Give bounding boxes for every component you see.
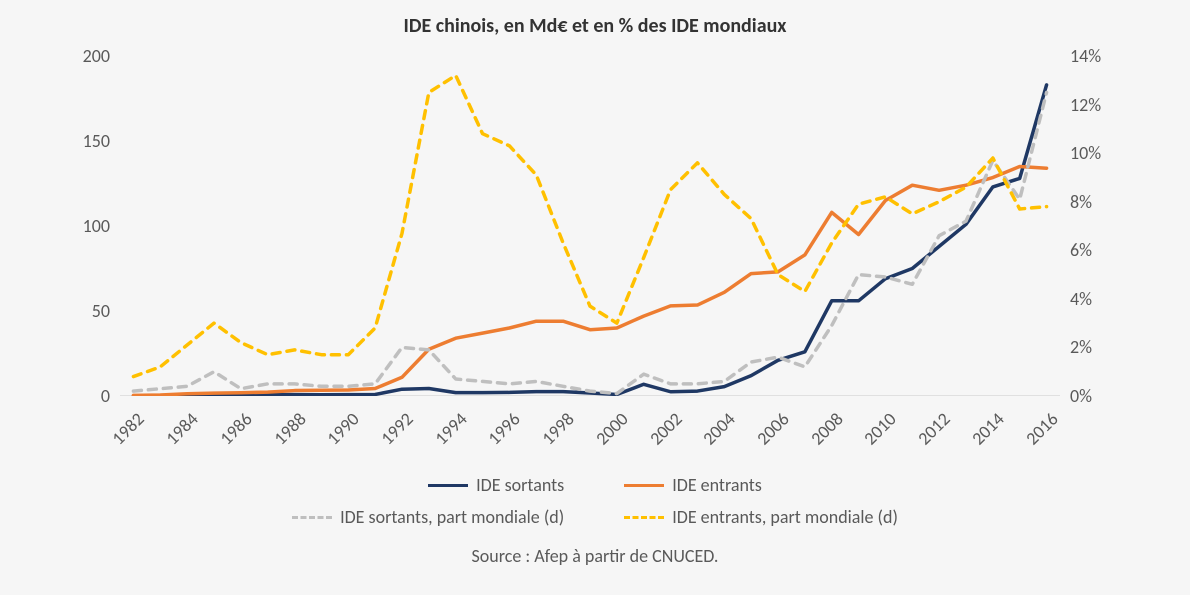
x-tick-label: 2012	[913, 408, 954, 449]
legend-item-ide_sortants: IDE sortants	[428, 474, 564, 496]
chart-svg	[120, 56, 1060, 396]
legend-swatch	[624, 516, 664, 519]
legend-label: IDE entrants, part mondiale (d)	[672, 506, 898, 528]
x-tick-label: 2014	[967, 408, 1008, 449]
y-left-tick-label: 0	[0, 385, 110, 407]
chart-container: IDE chinois, en Md€ et en % des IDE mond…	[0, 0, 1190, 595]
legend-row-1: IDE sortants IDE entrants	[0, 474, 1190, 496]
x-tick-label: 2000	[591, 408, 632, 449]
legend-label: IDE sortants	[476, 474, 564, 496]
chart-source: Source : Afep à partir de CNUCED.	[0, 545, 1190, 567]
legend-label: IDE sortants, part mondiale (d)	[340, 506, 564, 528]
legend-swatch	[292, 516, 332, 519]
x-tick-label: 1996	[484, 408, 525, 449]
y-left-axis-labels: 050100150200	[0, 56, 110, 396]
series-line-ide_sortants_part	[133, 92, 1046, 393]
plot-area	[120, 56, 1060, 396]
legend-item-ide_entrants: IDE entrants	[624, 474, 762, 496]
x-tick-label: 1994	[430, 408, 471, 449]
y-right-tick-label: 4%	[1070, 288, 1180, 310]
y-right-axis-labels: 0%2%4%6%8%10%12%14%	[1070, 56, 1180, 396]
x-tick-label: 1984	[161, 408, 202, 449]
x-tick-label: 2010	[860, 408, 901, 449]
y-right-tick-label: 6%	[1070, 239, 1180, 261]
legend-swatch	[428, 484, 468, 487]
y-right-tick-label: 0%	[1070, 385, 1180, 407]
legend-row-2: IDE sortants, part mondiale (d) IDE entra…	[0, 506, 1190, 528]
x-tick-label: 2002	[645, 408, 686, 449]
x-tick-label: 2004	[698, 408, 739, 449]
x-axis-labels: 1982198419861988199019921994199619982000…	[120, 400, 1060, 460]
y-left-tick-label: 100	[0, 215, 110, 237]
y-right-tick-label: 12%	[1070, 94, 1180, 116]
x-tick-label: 2008	[806, 408, 847, 449]
y-left-tick-label: 50	[0, 300, 110, 322]
legend-item-ide_entrants_part: IDE entrants, part mondiale (d)	[624, 506, 898, 528]
y-right-tick-label: 14%	[1070, 45, 1180, 67]
x-tick-label: 2016	[1021, 408, 1062, 449]
x-tick-label: 1990	[322, 408, 363, 449]
x-tick-label: 1992	[376, 408, 417, 449]
chart-title: IDE chinois, en Md€ et en % des IDE mond…	[0, 14, 1190, 38]
y-right-tick-label: 2%	[1070, 336, 1180, 358]
x-tick-label: 1988	[269, 408, 310, 449]
series-line-ide_sortants	[133, 85, 1046, 396]
x-tick-label: 2006	[752, 408, 793, 449]
x-tick-label: 1982	[108, 408, 149, 449]
y-left-tick-label: 150	[0, 130, 110, 152]
y-left-tick-label: 200	[0, 45, 110, 67]
y-right-tick-label: 8%	[1070, 191, 1180, 213]
legend-label: IDE entrants	[672, 474, 762, 496]
x-tick-label: 1998	[537, 408, 578, 449]
x-tick-label: 1986	[215, 408, 256, 449]
legend-swatch	[624, 484, 664, 487]
legend-item-ide_sortants_part: IDE sortants, part mondiale (d)	[292, 506, 564, 528]
series-line-ide_entrants	[133, 167, 1046, 396]
y-right-tick-label: 10%	[1070, 142, 1180, 164]
